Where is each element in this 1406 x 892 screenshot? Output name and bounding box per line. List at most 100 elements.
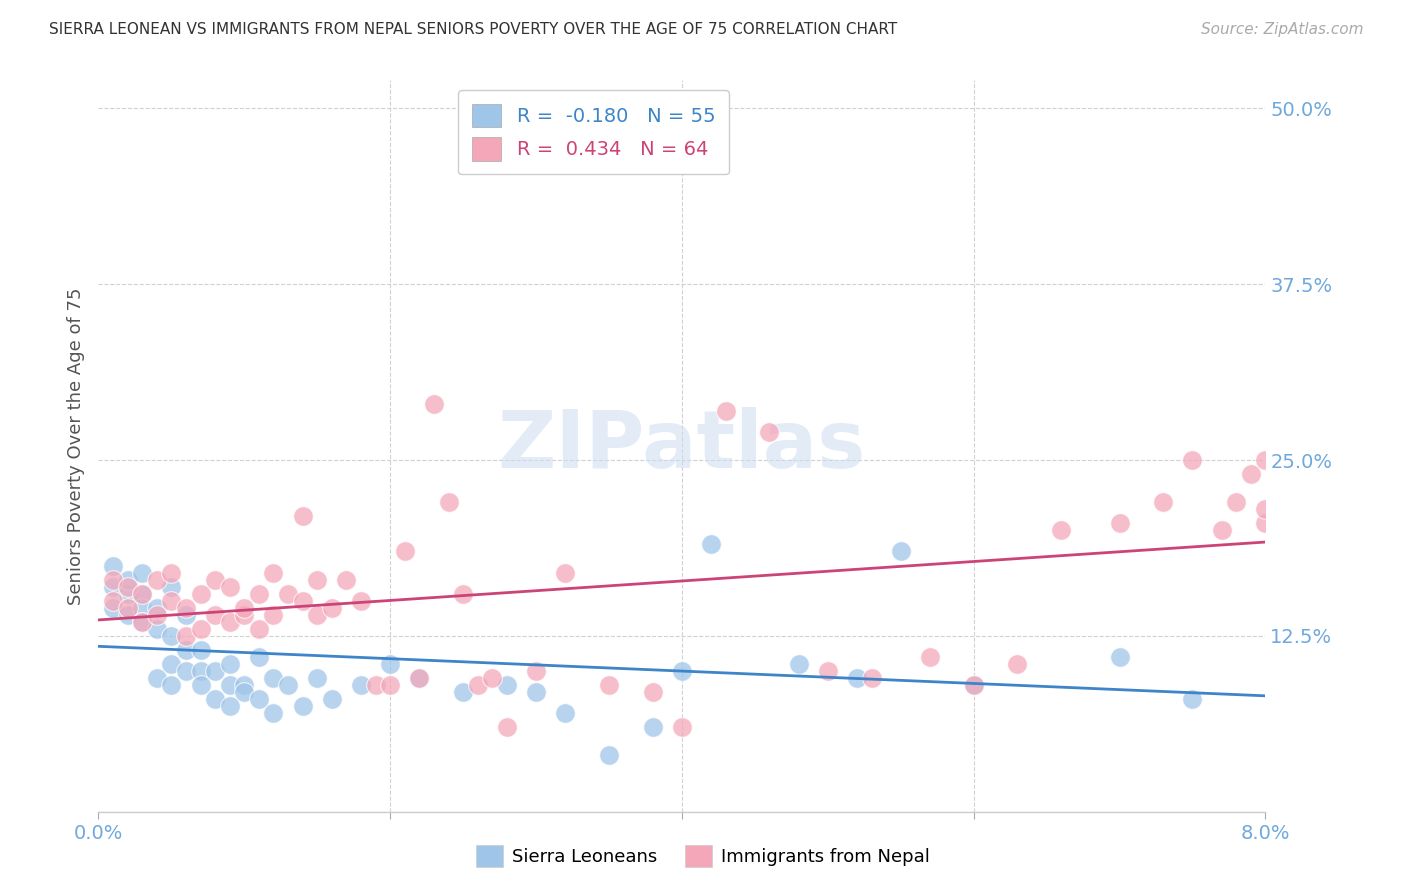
Point	[496, 678, 519, 692]
Point	[204, 573, 226, 587]
Point	[524, 664, 547, 678]
Text: Source: ZipAtlas.com: Source: ZipAtlas.com	[1201, 22, 1364, 37]
Point	[247, 692, 270, 706]
Point	[350, 678, 373, 692]
Point	[451, 587, 474, 601]
Point	[307, 607, 329, 622]
Point	[146, 622, 169, 636]
Point	[101, 573, 124, 587]
Point	[101, 558, 124, 573]
Point	[408, 671, 430, 685]
Point	[496, 720, 519, 734]
Point	[101, 600, 124, 615]
Point	[962, 678, 984, 692]
Point	[598, 748, 620, 763]
Point	[101, 580, 124, 594]
Legend: Sierra Leoneans, Immigrants from Nepal: Sierra Leoneans, Immigrants from Nepal	[470, 838, 936, 874]
Point	[1240, 467, 1263, 482]
Point	[204, 692, 226, 706]
Point	[218, 678, 240, 692]
Point	[408, 671, 430, 685]
Point	[321, 692, 343, 706]
Point	[860, 671, 883, 685]
Point	[1211, 524, 1233, 538]
Point	[321, 600, 343, 615]
Point	[554, 706, 576, 721]
Point	[131, 566, 153, 580]
Text: ZIPatlas: ZIPatlas	[498, 407, 866, 485]
Point	[204, 607, 226, 622]
Point	[160, 580, 183, 594]
Point	[174, 607, 197, 622]
Point	[190, 643, 212, 657]
Point	[307, 671, 329, 685]
Point	[174, 664, 197, 678]
Legend: R =  -0.180   N = 55, R =  0.434   N = 64: R = -0.180 N = 55, R = 0.434 N = 64	[458, 90, 728, 175]
Point	[117, 587, 139, 601]
Point	[160, 566, 183, 580]
Point	[350, 593, 373, 607]
Point	[380, 657, 402, 671]
Point	[204, 664, 226, 678]
Point	[101, 593, 124, 607]
Point	[277, 587, 299, 601]
Text: SIERRA LEONEAN VS IMMIGRANTS FROM NEPAL SENIORS POVERTY OVER THE AGE OF 75 CORRE: SIERRA LEONEAN VS IMMIGRANTS FROM NEPAL …	[49, 22, 897, 37]
Point	[218, 580, 240, 594]
Point	[117, 573, 139, 587]
Point	[117, 607, 139, 622]
Point	[1254, 516, 1277, 531]
Point	[787, 657, 810, 671]
Point	[233, 607, 256, 622]
Point	[160, 657, 183, 671]
Point	[233, 678, 256, 692]
Point	[190, 622, 212, 636]
Point	[262, 607, 284, 622]
Point	[174, 643, 197, 657]
Point	[131, 615, 153, 629]
Point	[190, 664, 212, 678]
Point	[131, 587, 153, 601]
Point	[233, 600, 256, 615]
Point	[554, 566, 576, 580]
Point	[291, 699, 314, 714]
Point	[817, 664, 839, 678]
Point	[1181, 453, 1204, 467]
Point	[174, 629, 197, 643]
Point	[1108, 516, 1130, 531]
Point	[117, 600, 139, 615]
Point	[146, 600, 169, 615]
Point	[131, 600, 153, 615]
Point	[131, 615, 153, 629]
Point	[1007, 657, 1029, 671]
Point	[1254, 502, 1277, 516]
Point	[423, 397, 446, 411]
Point	[291, 593, 314, 607]
Point	[890, 544, 912, 558]
Point	[380, 678, 402, 692]
Point	[262, 566, 284, 580]
Point	[364, 678, 387, 692]
Point	[641, 720, 664, 734]
Point	[247, 650, 270, 665]
Point	[641, 685, 664, 699]
Point	[394, 544, 416, 558]
Point	[262, 671, 284, 685]
Point	[262, 706, 284, 721]
Point	[758, 425, 780, 439]
Point	[247, 622, 270, 636]
Point	[190, 587, 212, 601]
Point	[451, 685, 474, 699]
Point	[117, 580, 139, 594]
Point	[700, 537, 723, 551]
Point	[277, 678, 299, 692]
Point	[218, 615, 240, 629]
Point	[233, 685, 256, 699]
Point	[160, 678, 183, 692]
Point	[131, 587, 153, 601]
Point	[307, 573, 329, 587]
Point	[671, 664, 693, 678]
Point	[467, 678, 489, 692]
Point	[1050, 524, 1073, 538]
Point	[962, 678, 984, 692]
Point	[524, 685, 547, 699]
